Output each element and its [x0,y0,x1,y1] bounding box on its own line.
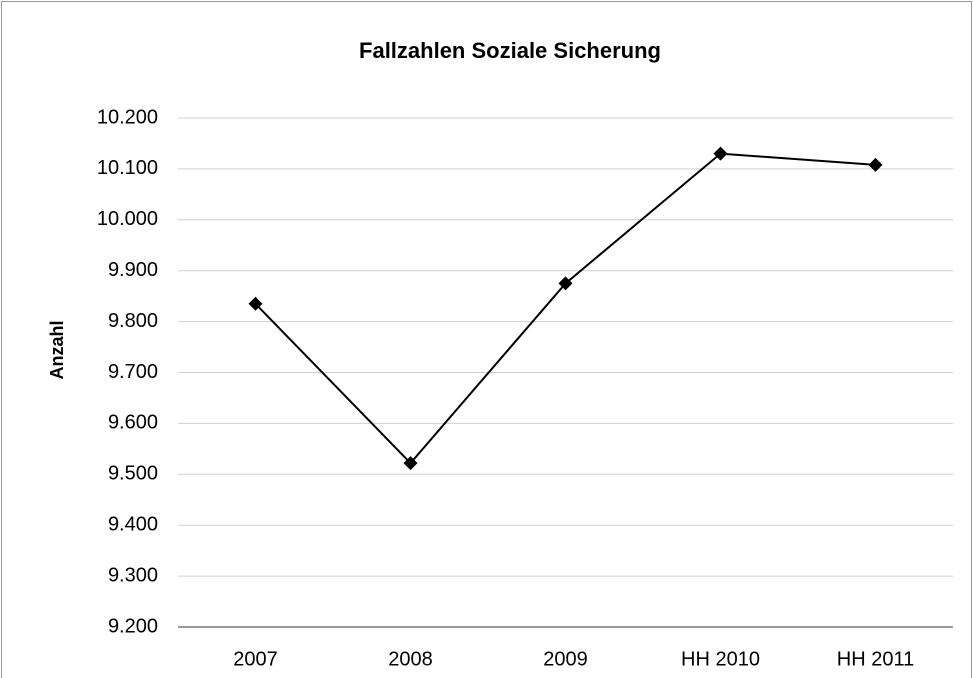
y-tick-label: 9.300 [108,564,158,586]
y-tick-label: 9.400 [108,513,158,535]
point-marker [558,276,573,291]
y-tick-label: 10.000 [97,208,158,230]
y-tick-label: 9.700 [108,361,158,383]
point-marker [868,157,883,172]
x-tick-label: 2007 [233,648,278,670]
y-tick-label: 9.500 [108,463,158,485]
y-tick-label: 9.600 [108,412,158,434]
point-marker [403,456,418,471]
y-tick-label: 9.900 [108,259,158,281]
line-series [254,152,876,465]
y-tick-label: 9.800 [108,310,158,332]
chart-title: Fallzahlen Soziale Sicherung [359,38,661,63]
point-marker [248,296,263,311]
x-tick-label: 2009 [543,648,588,670]
x-tick-label: HH 2011 [837,648,914,670]
point-marker [713,146,728,161]
y-tick-label: 10.100 [97,157,158,179]
y-axis-label: Anzahl [47,320,67,379]
y-tick-label: 10.200 [97,106,158,128]
y-tick-label: 9.200 [108,615,158,637]
x-tick-label: HH 2010 [681,648,760,670]
x-tick-label: 2008 [388,648,433,670]
